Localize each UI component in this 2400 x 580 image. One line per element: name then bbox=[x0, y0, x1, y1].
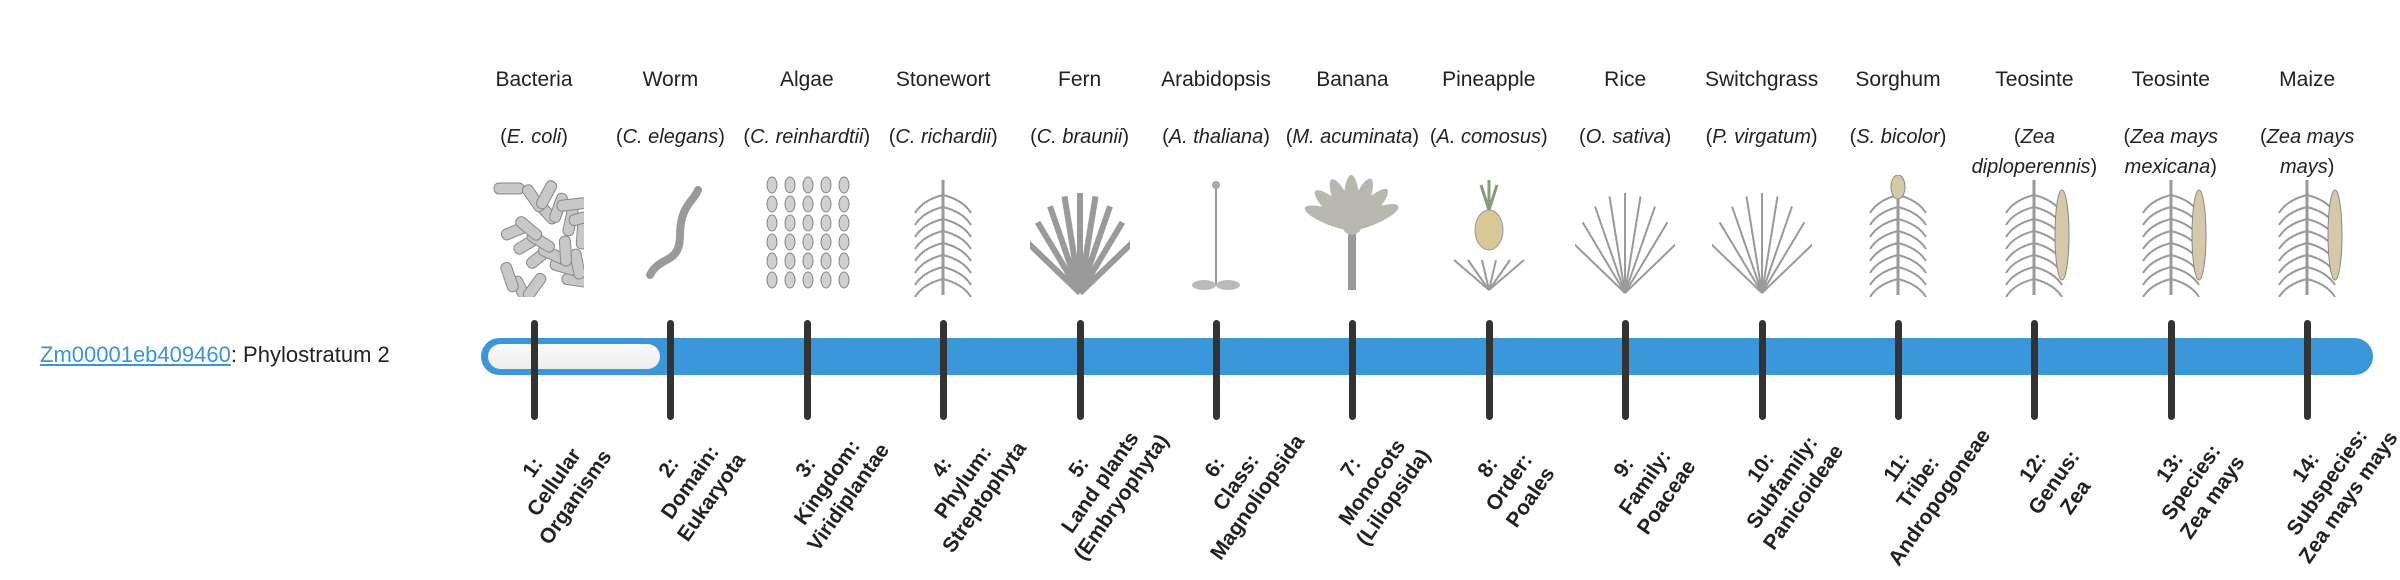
organism-species-name: M. acuminata bbox=[1278, 122, 1426, 152]
phylostratum-label: 12: Genus: Zea bbox=[1974, 391, 2135, 575]
phylostratum-label: 8: Order: Poales bbox=[1429, 391, 1590, 575]
organism-species-name: E. coli bbox=[460, 122, 608, 152]
organism-species-name: C. reinhardtii bbox=[733, 122, 881, 152]
organism-common-name: Teosinte bbox=[2131, 68, 2210, 91]
organism-species-name: A. thaliana bbox=[1142, 122, 1290, 152]
organism-species-name: C. richardii bbox=[869, 122, 1017, 152]
phylostratum-label: 2: Domain: Eukaryota bbox=[610, 391, 771, 575]
pineapple-illustration-icon bbox=[1439, 175, 1539, 297]
organism-species-name: Zea diploperennis bbox=[1960, 122, 2108, 182]
phylostratum-label: 11: Tribe: Andropogoneae bbox=[1838, 391, 1999, 575]
organism-species-name: C. braunii bbox=[1006, 122, 1154, 152]
organism-species-name: P. virgatum bbox=[1688, 122, 1836, 152]
bar-unfilled-segment bbox=[488, 344, 661, 369]
teosinte-illustration-icon bbox=[2121, 175, 2221, 298]
organism-common-name: Banana bbox=[1316, 68, 1389, 91]
bacteria-illustration-icon bbox=[484, 175, 600, 305]
switchgrass-illustration-icon bbox=[1708, 175, 1815, 297]
phylostratum-tick bbox=[2304, 320, 2312, 420]
phylostratum-tick bbox=[531, 320, 538, 420]
stonewort-illustration-icon bbox=[893, 175, 993, 298]
phylostratum-tick bbox=[940, 320, 948, 420]
organism-common-name: Maize bbox=[2279, 68, 2336, 91]
organism-common-name: Switchgrass bbox=[1704, 68, 1819, 91]
organism-common-name: Sorghum bbox=[1855, 68, 1941, 91]
organism-common-name: Algae bbox=[779, 68, 834, 91]
organism-species-name: O. sativa bbox=[1551, 122, 1699, 152]
organism-species-name: S. bicolor bbox=[1824, 122, 1972, 152]
organism-common-name: Fern bbox=[1058, 68, 1102, 91]
phylostratum-label: 7: Monocots (Liliopsida) bbox=[1292, 391, 1453, 575]
phylostratum-tick bbox=[1895, 320, 1902, 420]
phylostratum-label: 13: Species: Zea mays bbox=[2111, 391, 2272, 575]
phylostratum-label: 1: Cellular Organisms bbox=[474, 391, 635, 575]
organism-species-name: C. elegans bbox=[596, 122, 744, 152]
phylostratum-tick bbox=[667, 320, 675, 420]
phylostratum-tick bbox=[1485, 320, 1493, 420]
phylostratum-tick bbox=[2031, 320, 2039, 420]
sorghum-illustration-icon bbox=[1848, 174, 1948, 298]
phylostratum-tick bbox=[2167, 320, 2175, 420]
phylostratum-label: 3: Kingdom: Viridiplantae bbox=[747, 391, 908, 575]
phylostratum-label: 5: Land plants (Embryophyta) bbox=[1020, 391, 1181, 575]
organism-common-name: Rice bbox=[1604, 68, 1647, 91]
gene-label: Zm00001eb409460: Phylostratum 2 bbox=[40, 340, 390, 370]
phylostratum-tick bbox=[1076, 320, 1084, 420]
phylostratum-tick bbox=[1349, 320, 1357, 420]
phylostratum-label: 4: Phylum: Streptophyta bbox=[883, 391, 1044, 575]
phylostratum-label: 10: Subfamily: Panicoideae bbox=[1702, 391, 1863, 575]
maize-illustration-icon bbox=[2257, 175, 2357, 298]
arabidopsis-illustration-icon bbox=[1166, 175, 1266, 297]
organism-species-name: Zea mays mays bbox=[2233, 122, 2381, 182]
phylostratum-tick bbox=[1758, 320, 1766, 420]
organism-common-name: Pineapple bbox=[1442, 68, 1536, 91]
phylostratum-tick bbox=[803, 320, 811, 420]
phylostratum-text: : Phylostratum 2 bbox=[230, 342, 390, 367]
phylostratum-tick bbox=[1622, 320, 1630, 420]
gene-id-link[interactable]: Zm00001eb409460 bbox=[40, 342, 231, 367]
rice-illustration-icon bbox=[1572, 175, 1678, 297]
organism-common-name: Stonewort bbox=[895, 68, 991, 91]
organism-common-name: Arabidopsis bbox=[1161, 68, 1271, 91]
phylostratum-label: 9: Family: Poaceae bbox=[1565, 391, 1726, 575]
phylostratum-tick bbox=[1213, 320, 1220, 420]
organism-species-name: Zea mays mexicana bbox=[2097, 122, 2245, 182]
organism-common-name: Teosinte bbox=[1995, 68, 2074, 91]
organism-species-name: A. comosus bbox=[1415, 122, 1563, 152]
banana-illustration-icon bbox=[1302, 175, 1402, 297]
phylostratum-label: 6: Class: Magnoliopsida bbox=[1156, 391, 1317, 575]
phylostratum-bar bbox=[481, 338, 2373, 375]
worm-illustration-icon bbox=[620, 175, 720, 297]
fern-illustration-icon bbox=[1025, 175, 1134, 297]
organism-common-name: Bacteria bbox=[495, 68, 573, 91]
teosinte-illustration-icon bbox=[1984, 175, 2084, 298]
organism-common-name: Worm bbox=[642, 68, 699, 91]
algae-illustration-icon bbox=[757, 175, 857, 297]
phylostratum-label: 14: Subspecies: Zea mays mays bbox=[2247, 391, 2400, 575]
